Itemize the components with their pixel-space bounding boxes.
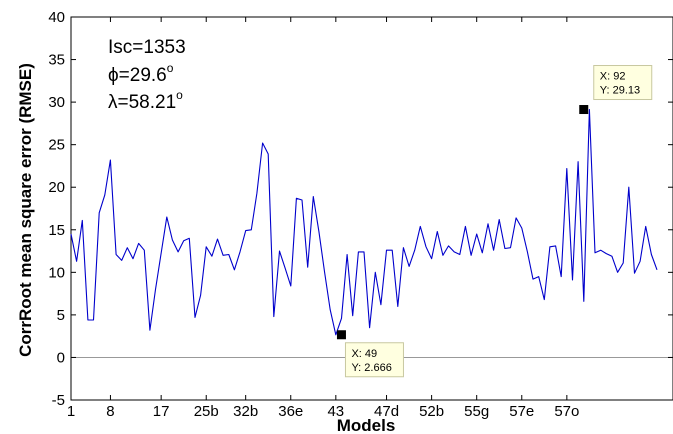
datatip-y-label: Y: 2.666 [351, 362, 391, 374]
datatip-marker[interactable] [336, 330, 346, 340]
x-axis-ticks: 1 8 17 25b 32b 36e 43 47d 52b 55g 57e 57o [67, 17, 579, 420]
parameter-annotations: Isc=1353 ϕ=29.6o λ=58.21o [108, 37, 186, 113]
series-line [70, 108, 658, 336]
series-rmse [70, 108, 658, 336]
x-tick-label: 36e [278, 403, 303, 420]
annotation-isc: Isc=1353 [108, 37, 186, 58]
x-tick-label: 47d [374, 403, 399, 420]
datatip-box [593, 65, 653, 101]
x-tick-label: 52b [419, 403, 444, 420]
datatips: X: 49 Y: 2.666 X: 92 Y: 29.13 [336, 65, 653, 378]
y-tick-label: 10 [48, 264, 65, 281]
x-tick-label: 8 [106, 403, 114, 420]
x-tick-label: 17 [153, 403, 170, 420]
x-tick-label: 57e [509, 403, 534, 420]
datatip-box [344, 342, 404, 378]
datatip-y-label: Y: 29.13 [600, 85, 640, 97]
y-tick-label: 5 [57, 307, 65, 324]
plot-area [70, 16, 673, 401]
y-tick-label: 40 [48, 9, 65, 26]
x-tick-label: 32b [233, 403, 258, 420]
annotation-lambda-sup: o [176, 88, 183, 102]
y-tick-label: 30 [48, 94, 65, 111]
x-tick-label: 1 [67, 403, 75, 420]
y-tick-label: 35 [48, 52, 65, 69]
y-tick-label: -5 [52, 392, 65, 409]
x-tick-label: 43 [327, 403, 344, 420]
annotation-lambda: λ=58.21o [108, 88, 183, 113]
y-tick-label: 25 [48, 137, 65, 154]
annotation-phi: ϕ=29.6o [108, 61, 174, 86]
datatip-x-label: X: 49 [351, 348, 377, 360]
x-axis-label: Models [337, 416, 396, 434]
y-tick-label: 20 [48, 179, 65, 196]
y-tick-label: 0 [57, 349, 65, 366]
y-tick-label: 15 [48, 222, 65, 239]
x-tick-label: 57o [554, 403, 579, 420]
x-tick-label: 25b [194, 403, 219, 420]
annotation-phi-symbol: ϕ [108, 65, 119, 86]
y-axis-ticks: -5 0 5 10 15 20 25 30 35 40 [48, 9, 673, 409]
annotation-phi-sup: o [167, 61, 174, 75]
datatip-x-label: X: 92 [600, 71, 626, 83]
datatip-marker[interactable] [579, 105, 589, 115]
x-tick-label: 55g [464, 403, 489, 420]
annotation-lambda-symbol: λ [108, 92, 118, 113]
y-axis-label: CorrRoot mean square error (RMSE) [16, 63, 35, 357]
annotation-phi-value: =29.6 [119, 65, 167, 86]
annotation-lambda-value: =58.21 [118, 92, 177, 113]
